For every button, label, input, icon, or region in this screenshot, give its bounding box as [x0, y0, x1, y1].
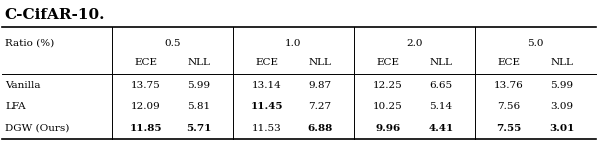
- Text: ECE: ECE: [135, 58, 157, 67]
- Text: 1.0: 1.0: [285, 39, 301, 48]
- Text: 5.14: 5.14: [429, 102, 453, 111]
- Text: 5.99: 5.99: [551, 81, 573, 90]
- Text: 7.27: 7.27: [309, 102, 332, 111]
- Text: 12.09: 12.09: [131, 102, 161, 111]
- Text: NLL: NLL: [429, 58, 453, 67]
- Text: LFA: LFA: [5, 102, 26, 111]
- Text: 7.56: 7.56: [498, 102, 520, 111]
- Text: Vanilla: Vanilla: [5, 81, 41, 90]
- Text: 0.5: 0.5: [164, 39, 181, 48]
- Text: DGW (Ours): DGW (Ours): [5, 124, 69, 133]
- Text: 2.0: 2.0: [406, 39, 423, 48]
- Text: 6.88: 6.88: [307, 124, 332, 133]
- Text: ECE: ECE: [376, 58, 399, 67]
- Text: 13.76: 13.76: [494, 81, 524, 90]
- Text: 9.87: 9.87: [309, 81, 332, 90]
- Text: 5.99: 5.99: [187, 81, 210, 90]
- Text: NLL: NLL: [551, 58, 573, 67]
- Text: ECE: ECE: [255, 58, 278, 67]
- Text: 10.25: 10.25: [373, 102, 402, 111]
- Text: NLL: NLL: [309, 58, 331, 67]
- Text: 11.85: 11.85: [130, 124, 162, 133]
- Text: 7.55: 7.55: [496, 124, 521, 133]
- Text: 5.81: 5.81: [187, 102, 210, 111]
- Text: 3.09: 3.09: [551, 102, 573, 111]
- Text: 13.14: 13.14: [252, 81, 282, 90]
- Text: 12.25: 12.25: [373, 81, 402, 90]
- Text: 11.53: 11.53: [252, 124, 282, 133]
- Text: NLL: NLL: [188, 58, 210, 67]
- Text: 9.96: 9.96: [375, 124, 401, 133]
- Text: Ratio (%): Ratio (%): [5, 39, 54, 48]
- Text: 6.65: 6.65: [429, 81, 453, 90]
- Text: 5.71: 5.71: [187, 124, 212, 133]
- Text: 5.0: 5.0: [527, 39, 544, 48]
- Text: 4.41: 4.41: [428, 124, 454, 133]
- Text: C-CifAR-10.: C-CifAR-10.: [4, 8, 105, 22]
- Text: 13.75: 13.75: [131, 81, 161, 90]
- Text: ECE: ECE: [498, 58, 520, 67]
- Text: 3.01: 3.01: [550, 124, 575, 133]
- Text: 11.45: 11.45: [251, 102, 283, 111]
